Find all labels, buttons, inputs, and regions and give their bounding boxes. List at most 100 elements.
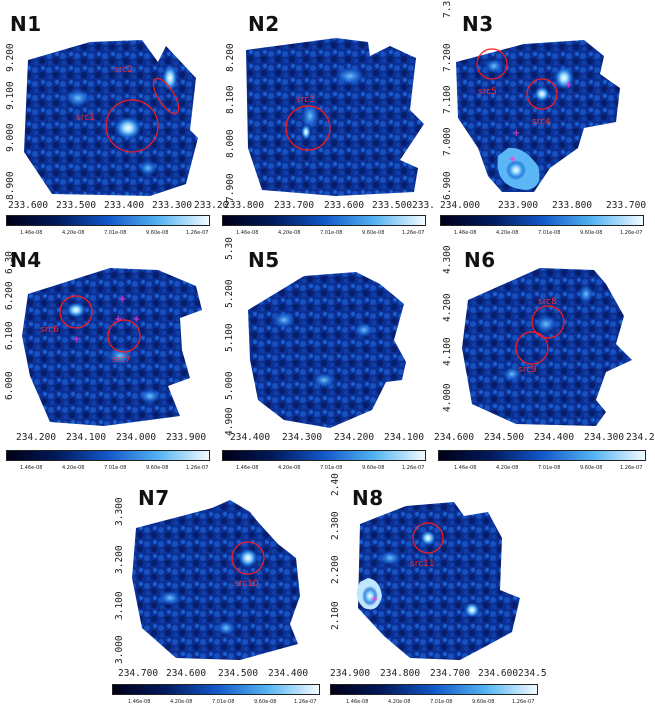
y-tick-label: 6.100 xyxy=(4,321,15,350)
sky-map: + + + + src6 src7 xyxy=(22,268,202,426)
sky-map: src10 xyxy=(132,500,300,660)
sky-map: src3 xyxy=(246,38,424,196)
colorbar-tick-label: 9.60e-08 xyxy=(254,699,277,705)
y-tick-label: 2.200 xyxy=(330,555,341,584)
colorbar-tick-label: 9.60e-08 xyxy=(362,230,385,236)
colorbar xyxy=(6,450,210,461)
colorbar-tick-label: 1.26e-07 xyxy=(620,230,643,236)
y-tick-label: 3.000 xyxy=(114,635,125,664)
colorbar-tick-label: 4.20e-08 xyxy=(278,465,301,471)
colorbar-tick-label: 9.60e-08 xyxy=(146,230,169,236)
x-tick-label: 233.600 xyxy=(8,200,49,211)
svg-text:+: + xyxy=(114,314,122,325)
x-tick-label: 234.700 xyxy=(430,668,471,679)
x-tick-label: 233. xyxy=(412,200,435,211)
colorbar-tick-label: 1.26e-07 xyxy=(186,465,209,471)
x-tick-label: 233.300 xyxy=(152,200,193,211)
colorbar-tick-label: 7.01e-08 xyxy=(430,699,453,705)
x-tick-label: 233.800 xyxy=(224,200,265,211)
colorbar xyxy=(440,215,644,226)
colorbar-tick-label: 1.46e-08 xyxy=(454,465,477,471)
sky-map: src1 src2 xyxy=(24,40,198,196)
source-label: src3 xyxy=(296,95,315,105)
colorbar-tick-label: 4.20e-08 xyxy=(62,230,85,236)
x-tick-label: 234.000 xyxy=(116,432,157,443)
colorbar-tick-label: 7.01e-08 xyxy=(320,230,343,236)
y-tick-label: 7.900 xyxy=(225,173,236,202)
colorbar xyxy=(330,684,538,695)
panel-n1: N1 9.200 9.100 9.000 8.900 xyxy=(0,0,228,240)
x-tick-label: 234.800 xyxy=(380,668,421,679)
x-tick-label: 234.200 xyxy=(334,432,375,443)
y-tick-label: 6.30 xyxy=(4,251,15,274)
panel-title: N5 xyxy=(248,248,280,272)
panel-title: N8 xyxy=(352,486,384,510)
colorbar-tick-label: 4.20e-08 xyxy=(62,465,85,471)
svg-text:+: + xyxy=(132,314,140,325)
colorbar-tick-label: 4.20e-08 xyxy=(278,230,301,236)
panel-title: N6 xyxy=(464,248,496,272)
panel-title: N3 xyxy=(462,12,494,36)
source-label: src7 xyxy=(112,355,131,365)
source-label: src5 xyxy=(478,87,497,97)
y-tick-label: 7.000 xyxy=(442,127,453,156)
y-tick-label: 4.000 xyxy=(442,383,453,412)
y-tick-label: 7.100 xyxy=(442,85,453,114)
x-tick-label: 234.300 xyxy=(282,432,323,443)
y-tick-label: 2.40 xyxy=(330,473,341,496)
x-tick-label: 234.100 xyxy=(66,432,107,443)
sky-map xyxy=(248,272,406,428)
panel-n2: N2 8.200 8.100 8.000 7.900 src3 233.800 … xyxy=(218,0,436,240)
colorbar-tick-label: 9.60e-08 xyxy=(362,465,385,471)
y-tick-label: 3.100 xyxy=(114,591,125,620)
colorbar xyxy=(112,684,320,695)
x-tick-label: 233.400 xyxy=(104,200,145,211)
x-tick-label: 234.000 xyxy=(440,200,481,211)
y-tick-label: 9.200 xyxy=(5,43,16,72)
x-tick-label: 234.20 xyxy=(626,432,655,443)
panel-n7: N7 3.300 3.200 3.100 3.000 src10 234.700… xyxy=(108,478,328,713)
x-tick-label: 233.900 xyxy=(498,200,539,211)
x-tick-label: 234.5 xyxy=(518,668,547,679)
x-tick-label: 233.700 xyxy=(274,200,315,211)
x-tick-label: 234.400 xyxy=(534,432,575,443)
colorbar xyxy=(222,215,426,226)
sky-map: + src11 xyxy=(356,502,520,660)
x-tick-label: 234.300 xyxy=(584,432,625,443)
colorbar-tick-label: 1.46e-08 xyxy=(20,465,43,471)
y-tick-label: 8.900 xyxy=(5,171,16,200)
y-tick-label: 6.000 xyxy=(4,371,15,400)
x-tick-label: 233.500 xyxy=(372,200,413,211)
y-tick-label: 6.200 xyxy=(4,281,15,310)
x-tick-label: 234.700 xyxy=(118,668,159,679)
panel-title: N7 xyxy=(138,486,170,510)
x-tick-label: 233.600 xyxy=(324,200,365,211)
source-label: src10 xyxy=(234,579,259,589)
x-tick-label: 233.700 xyxy=(606,200,647,211)
y-tick-label: 4.100 xyxy=(442,337,453,366)
y-tick-label: 5.30 xyxy=(224,237,235,260)
colorbar-tick-label: 7.01e-08 xyxy=(104,230,127,236)
colorbar-tick-label: 4.20e-08 xyxy=(170,699,193,705)
panel-title: N2 xyxy=(248,12,280,36)
panel-title: N4 xyxy=(10,248,42,272)
panel-n3: N3 7.3 7.200 7.100 7.000 6.900 + + + src… xyxy=(436,0,655,240)
colorbar-tick-label: 1.46e-08 xyxy=(236,465,259,471)
colorbar-tick-label: 1.46e-08 xyxy=(236,230,259,236)
colorbar-tick-label: 7.01e-08 xyxy=(320,465,343,471)
x-tick-label: 234.600 xyxy=(166,668,207,679)
y-tick-label: 7.3 xyxy=(442,0,453,18)
colorbar xyxy=(438,450,646,461)
source-label: src6 xyxy=(40,325,59,335)
y-tick-label: 3.300 xyxy=(114,497,125,526)
colorbar-tick-label: 1.46e-08 xyxy=(128,699,151,705)
colorbar-tick-label: 7.01e-08 xyxy=(538,465,561,471)
svg-text:+: + xyxy=(512,128,520,139)
x-tick-label: 233.900 xyxy=(166,432,207,443)
y-tick-label: 4.200 xyxy=(442,293,453,322)
svg-text:+: + xyxy=(72,334,80,345)
colorbar-tick-label: 9.60e-08 xyxy=(146,465,169,471)
colorbar-tick-label: 4.20e-08 xyxy=(496,465,519,471)
source-label: src11 xyxy=(410,559,435,569)
y-tick-label: 5.200 xyxy=(224,279,235,308)
